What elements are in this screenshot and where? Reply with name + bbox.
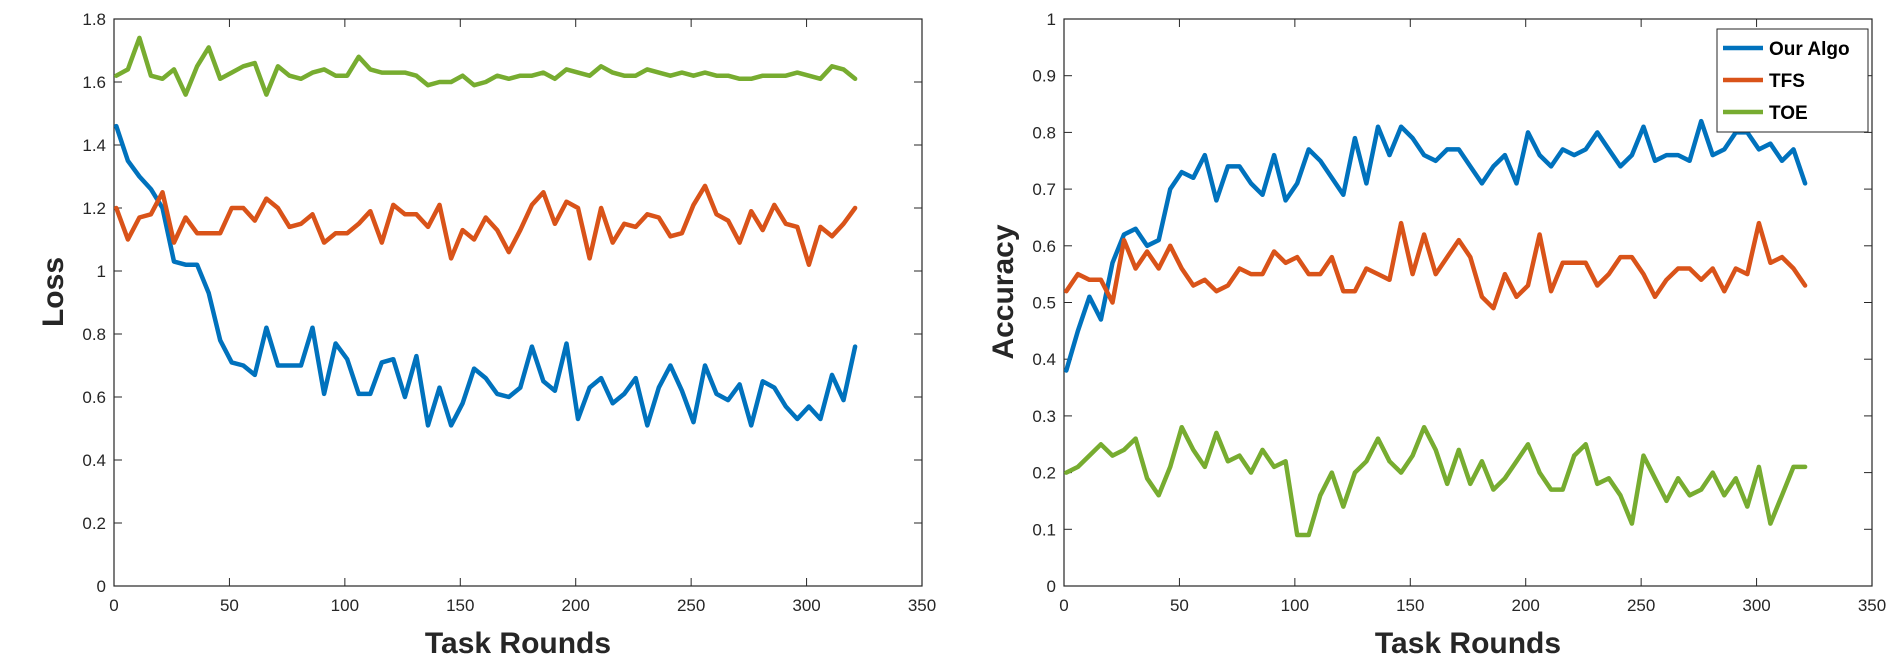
accuracy-chart-y-tick-label: 0.4: [1032, 350, 1056, 369]
accuracy-chart-y-tick-label: 0.2: [1032, 464, 1056, 483]
loss-chart-x-tick-label: 150: [446, 596, 474, 615]
accuracy-chart-legend: Our Algo TFS TOE: [1716, 28, 1869, 133]
accuracy-chart-x-tick-label: 300: [1742, 596, 1770, 615]
accuracy-chart-x-tick-label: 350: [1858, 596, 1886, 615]
accuracy-chart-y-tick-label: 0.3: [1032, 407, 1056, 426]
accuracy-chart-x-tick-label: 250: [1627, 596, 1655, 615]
loss-chart: 0 50 100 150 200 250 300 350 0 0.2 0.4 0.6 0.8 1 1.2 1.…: [37, 10, 936, 658]
loss-chart-series-our-algo: [114, 123, 858, 428]
loss-chart-x-tick-label: 350: [908, 596, 936, 615]
loss-chart-y-tick-label: 0.2: [82, 514, 106, 533]
loss-chart-y-tick-label: 0.8: [82, 325, 106, 344]
accuracy-chart-ylabel: Accuracy: [987, 224, 1020, 359]
accuracy-chart-legend-label-toe: TOE: [1769, 103, 1808, 124]
loss-chart-series-tfs: [114, 183, 858, 267]
loss-chart-x-tick-label: 200: [562, 596, 590, 615]
loss-chart-plot-area: [113, 18, 923, 587]
loss-chart-x-tick-label: 0: [109, 596, 118, 615]
accuracy-chart-series-toe: [1064, 424, 1808, 538]
accuracy-chart-y-tick-label: 1: [1047, 10, 1056, 29]
accuracy-chart-legend-label-tfs: TFS: [1769, 71, 1805, 92]
loss-chart-ylabel: Loss: [37, 257, 70, 327]
accuracy-chart-x-tick-label: 0: [1059, 596, 1068, 615]
loss-chart-x-tick-label: 100: [331, 596, 359, 615]
accuracy-chart: 0 50 100 150 200 250 300 350 0 0.1 0.2 0.3 0.4 0.5 0.6…: [987, 10, 1886, 658]
loss-chart-y-tick-label: 0: [97, 577, 106, 596]
loss-chart-y-tick-label: 1: [97, 262, 106, 281]
accuracy-chart-x-tick-label: 50: [1170, 596, 1189, 615]
loss-chart-y-tick-label: 0.4: [82, 451, 106, 470]
accuracy-chart-x-tick-label: 150: [1396, 596, 1424, 615]
accuracy-chart-series-tfs: [1064, 220, 1808, 311]
loss-chart-y-tick-label: 1.4: [82, 136, 106, 155]
accuracy-chart-y-tick-label: 0.5: [1032, 294, 1056, 313]
accuracy-chart-legend-label-our-algo: Our Algo: [1769, 39, 1850, 60]
loss-chart-y-tick-label: 0.6: [82, 388, 106, 407]
accuracy-chart-xlabel: Task Rounds: [1375, 627, 1561, 658]
loss-chart-y-tick-label: 1.6: [82, 73, 106, 92]
loss-chart-series-toe: [114, 35, 858, 97]
accuracy-chart-x-tick-label: 100: [1281, 596, 1309, 615]
accuracy-chart-y-tick-label: 0.8: [1032, 123, 1056, 142]
loss-chart-x-tick-label: 50: [220, 596, 239, 615]
loss-chart-x-tick-label: 250: [677, 596, 705, 615]
loss-chart-y-tick-label: 1.8: [82, 10, 106, 29]
accuracy-chart-series-our-algo: [1064, 118, 1808, 373]
accuracy-chart-y-tick-label: 0.6: [1032, 237, 1056, 256]
accuracy-chart-x-tick-label: 200: [1512, 596, 1540, 615]
accuracy-chart-y-tick-label: 0.7: [1032, 180, 1056, 199]
loss-chart-y-tick-label: 1.2: [82, 199, 106, 218]
accuracy-chart-y-tick-label: 0.1: [1032, 520, 1056, 539]
loss-chart-x-tick-label: 300: [792, 596, 820, 615]
accuracy-chart-y-tick-label: 0: [1047, 577, 1056, 596]
loss-chart-xlabel: Task Rounds: [425, 627, 611, 658]
accuracy-chart-y-tick-label: 0.9: [1032, 67, 1056, 86]
